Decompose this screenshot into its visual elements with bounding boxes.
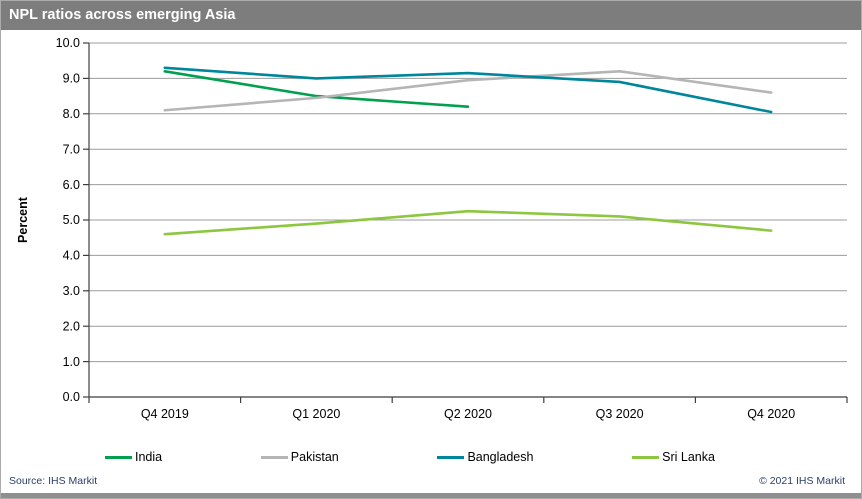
x-tick-label: Q4 2020 bbox=[747, 407, 795, 421]
x-tick-label: Q1 2020 bbox=[292, 407, 340, 421]
y-tick-label: 5.0 bbox=[63, 213, 80, 227]
line-india bbox=[163, 70, 470, 109]
x-tick-label: Q4 2019 bbox=[141, 407, 189, 421]
legend-label-pakistan: Pakistan bbox=[290, 450, 339, 464]
legend-item-pakistan: Pakistan bbox=[260, 450, 339, 464]
y-tick-label: 8.0 bbox=[63, 107, 80, 121]
legend-swatch-pakistan bbox=[260, 455, 288, 459]
chart-legend: India Pakistan Bangladesh Sri Lanka bbox=[1, 444, 861, 470]
line-bangladesh bbox=[163, 66, 773, 114]
legend-item-sri-lanka: Sri Lanka bbox=[632, 450, 715, 464]
legend-swatch-bangladesh bbox=[437, 455, 465, 459]
legend-label-bangladesh: Bangladesh bbox=[467, 450, 534, 464]
line-sri-lanka bbox=[163, 209, 773, 236]
y-tick-label: 10.0 bbox=[56, 36, 80, 50]
y-tick-label: 6.0 bbox=[63, 178, 80, 192]
y-tick-label: 4.0 bbox=[63, 249, 80, 263]
x-tick-label: Q2 2020 bbox=[444, 407, 492, 421]
legend-item-bangladesh: Bangladesh bbox=[437, 450, 533, 464]
legend-item-india: India bbox=[105, 450, 162, 464]
y-tick-label: 2.0 bbox=[63, 319, 80, 333]
y-axis-title: Percent bbox=[16, 196, 30, 243]
y-tick-label: 1.0 bbox=[63, 355, 80, 369]
source-note: Source: IHS Markit bbox=[9, 475, 98, 487]
y-tick-label: 0.0 bbox=[63, 390, 80, 404]
chart-area: 0.0 1.0 2.0 3.0 4.0 5.0 6.0 7.0 8.0 9.0 10.0 Q4 201… bbox=[1, 30, 861, 432]
chart-title: NPL ratios across emerging Asia bbox=[1, 1, 861, 30]
legend-label-sri-lanka: Sri Lanka bbox=[662, 450, 715, 464]
legend-swatch-india bbox=[105, 455, 132, 459]
bottom-bar bbox=[1, 493, 861, 498]
y-tick-label: 3.0 bbox=[63, 284, 80, 298]
y-tick-label: 7.0 bbox=[63, 142, 80, 156]
legend-label-india: India bbox=[135, 450, 163, 464]
line-chart: 0.0 1.0 2.0 3.0 4.0 5.0 6.0 7.0 8.0 9.0 10.0 Q4 201… bbox=[16, 36, 848, 421]
legend-swatch-sri-lanka bbox=[632, 455, 660, 459]
x-tick-label: Q3 2020 bbox=[596, 407, 644, 421]
copyright-note: © 2021 IHS Markit bbox=[759, 475, 845, 487]
y-tick-label: 9.0 bbox=[63, 72, 80, 86]
line-pakistan bbox=[163, 70, 773, 112]
